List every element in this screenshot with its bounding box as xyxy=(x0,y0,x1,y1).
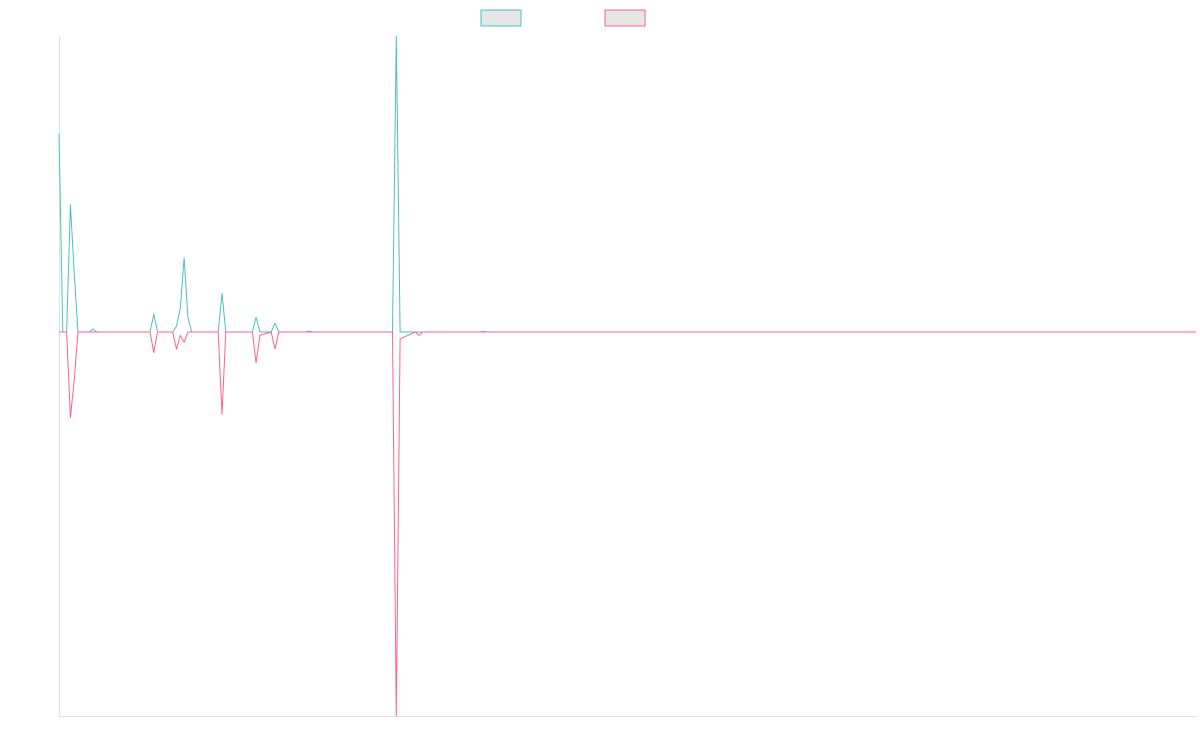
plot-area xyxy=(58,35,1196,717)
legend-swatch-series-2[interactable] xyxy=(604,9,646,27)
series-line-2 xyxy=(59,331,1196,717)
legend-swatch-series-1[interactable] xyxy=(480,9,522,27)
legend[interactable] xyxy=(480,9,646,27)
series-line-1 xyxy=(58,35,1196,333)
